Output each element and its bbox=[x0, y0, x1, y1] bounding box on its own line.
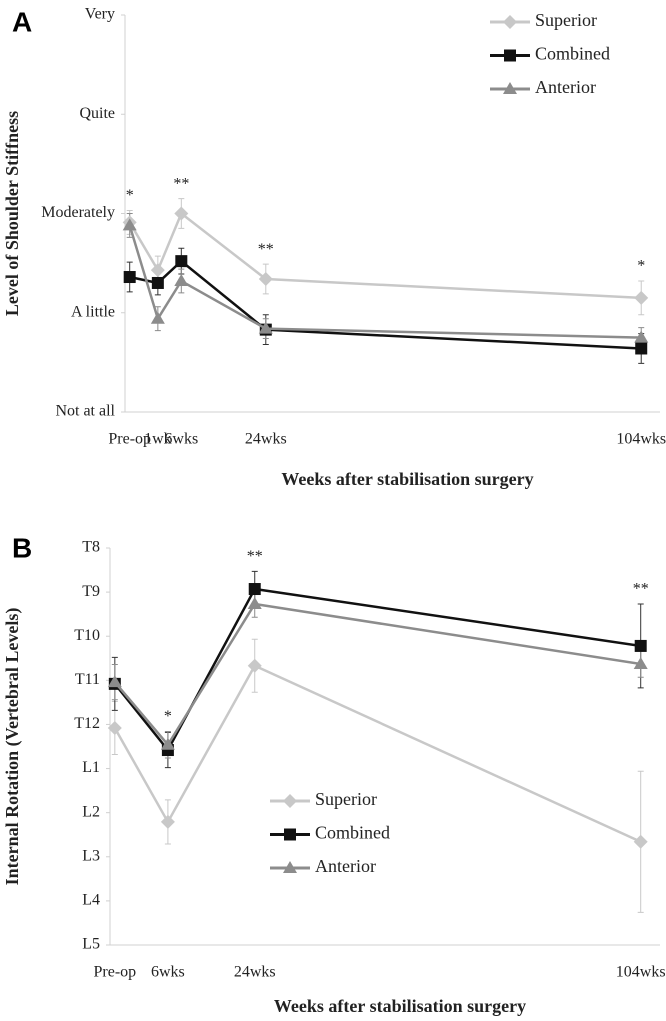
panel-label: B bbox=[12, 532, 32, 563]
y-tick-label: T9 bbox=[82, 583, 100, 600]
significance-label: ** bbox=[173, 175, 189, 192]
y-tick-label: Not at all bbox=[55, 403, 115, 420]
x-axis-title: Weeks after stabilisation surgery bbox=[274, 996, 526, 1016]
series-line bbox=[113, 587, 641, 753]
marker bbox=[160, 737, 175, 750]
significance-label: ** bbox=[247, 548, 263, 565]
marker bbox=[248, 583, 261, 596]
marker bbox=[174, 206, 189, 221]
marker bbox=[160, 814, 175, 829]
x-axis-title: Weeks after stabilisation surgery bbox=[281, 469, 533, 489]
y-tick-label: T12 bbox=[74, 715, 100, 732]
marker bbox=[634, 639, 647, 652]
marker bbox=[634, 330, 649, 343]
significance-label: ** bbox=[633, 581, 649, 598]
marker bbox=[635, 342, 648, 355]
y-tick-label: Very bbox=[85, 6, 115, 23]
significance-label: * bbox=[164, 708, 172, 725]
panel-label: A bbox=[12, 6, 32, 37]
legend-label: Combined bbox=[535, 44, 610, 64]
significance-label: ** bbox=[258, 241, 274, 258]
marker bbox=[283, 794, 297, 808]
marker bbox=[150, 263, 165, 278]
marker bbox=[633, 834, 648, 849]
marker bbox=[247, 597, 262, 610]
marker bbox=[150, 311, 165, 324]
marker bbox=[122, 218, 137, 231]
x-tick-label: 104wks bbox=[616, 431, 666, 448]
marker bbox=[504, 49, 516, 62]
marker bbox=[284, 828, 296, 841]
marker bbox=[174, 273, 189, 286]
x-tick-label: 24wks bbox=[234, 964, 276, 981]
x-tick-label: 24wks bbox=[245, 431, 287, 448]
significance-label: * bbox=[126, 187, 134, 204]
y-tick-label: L5 bbox=[82, 936, 100, 953]
legend-label: Combined bbox=[315, 823, 390, 843]
marker bbox=[151, 276, 164, 289]
x-tick-label: 1wk bbox=[144, 431, 172, 448]
x-tick-label: 104wks bbox=[616, 964, 666, 981]
y-tick-label: A little bbox=[71, 303, 115, 320]
marker bbox=[107, 675, 122, 688]
x-tick-label: 6wks bbox=[164, 431, 198, 448]
series-line bbox=[128, 211, 642, 300]
marker bbox=[503, 15, 517, 29]
marker bbox=[258, 272, 273, 287]
y-tick-label: T11 bbox=[75, 671, 100, 688]
marker bbox=[634, 290, 649, 305]
y-tick-label: Moderately bbox=[41, 204, 115, 221]
y-axis-title: Internal Rotation (Vertebral Levels) bbox=[2, 608, 23, 886]
x-tick-label: Pre-op bbox=[108, 431, 151, 448]
marker bbox=[503, 82, 517, 94]
marker bbox=[123, 271, 136, 284]
x-tick-label: 6wks bbox=[151, 964, 185, 981]
y-tick-label: T10 bbox=[74, 627, 100, 644]
marker bbox=[107, 720, 122, 735]
y-tick-label: T8 bbox=[82, 539, 100, 556]
x-tick-label: Pre-op bbox=[93, 964, 136, 981]
y-axis-title: Level of Shoulder Stiffness bbox=[2, 111, 22, 316]
marker bbox=[247, 658, 262, 673]
legend-label: Superior bbox=[535, 10, 597, 30]
marker bbox=[258, 321, 273, 334]
y-tick-label: L4 bbox=[82, 892, 100, 909]
series-line bbox=[113, 602, 641, 747]
legend-label: Anterior bbox=[315, 856, 376, 876]
legend-label: Anterior bbox=[535, 77, 596, 97]
legend-label: Superior bbox=[315, 789, 377, 809]
significance-label: * bbox=[637, 258, 645, 275]
y-tick-label: L1 bbox=[82, 759, 100, 776]
y-tick-label: Quite bbox=[79, 105, 115, 122]
marker bbox=[633, 657, 648, 670]
y-tick-label: L3 bbox=[82, 847, 100, 864]
series-line bbox=[113, 664, 642, 843]
y-tick-label: L2 bbox=[82, 803, 100, 820]
marker bbox=[175, 255, 188, 268]
marker bbox=[283, 861, 297, 873]
